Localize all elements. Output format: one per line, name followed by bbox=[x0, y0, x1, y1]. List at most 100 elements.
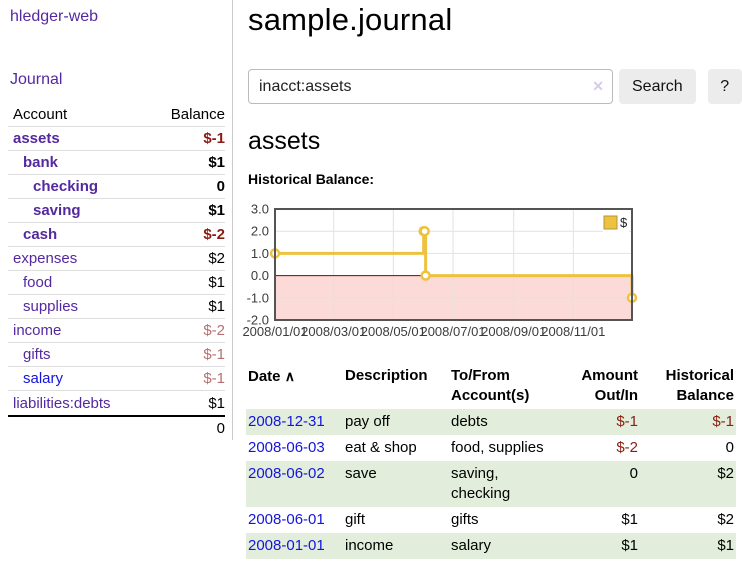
date-header-label: Date bbox=[248, 368, 281, 385]
transaction-accounts: saving, checking bbox=[451, 465, 511, 502]
transaction-amount: 0 bbox=[629, 465, 638, 482]
transaction-date-link[interactable]: 2008-01-01 bbox=[248, 537, 325, 554]
transaction-amount: $1 bbox=[621, 537, 638, 554]
account-row: food $1 bbox=[8, 271, 225, 295]
account-balance: $-2 bbox=[203, 322, 225, 339]
account-balance: $-1 bbox=[203, 370, 225, 387]
brand-link[interactable]: hledger-web bbox=[10, 8, 99, 25]
svg-text:2008/03/01: 2008/03/01 bbox=[301, 324, 366, 339]
svg-text:1.0: 1.0 bbox=[251, 246, 269, 261]
svg-text:-1.0: -1.0 bbox=[247, 290, 269, 305]
register-table: Date ∧ Description To/From Account(s) Am… bbox=[246, 364, 736, 559]
account-link[interactable]: salary bbox=[23, 370, 64, 387]
date-column-header[interactable]: Date ∧ bbox=[246, 364, 343, 409]
account-link[interactable]: food bbox=[23, 274, 53, 291]
balance-column-header: Balance bbox=[170, 106, 225, 123]
svg-text:2008/07/01: 2008/07/01 bbox=[420, 324, 485, 339]
sidebar-item-journal[interactable]: Journal bbox=[10, 71, 63, 88]
transaction-description: eat & shop bbox=[345, 439, 417, 456]
transaction-accounts: food, supplies bbox=[451, 439, 544, 456]
transaction-amount: $1 bbox=[621, 511, 638, 528]
account-link[interactable]: gifts bbox=[23, 346, 51, 363]
svg-text:2008/05/01: 2008/05/01 bbox=[361, 324, 426, 339]
transaction-description: pay off bbox=[345, 413, 390, 430]
search-form: ✕ Search ? bbox=[248, 69, 742, 104]
account-row: liabilities:debts $1 bbox=[8, 391, 225, 415]
account-row: cash $-2 bbox=[8, 223, 225, 247]
chart-title: Historical Balance: bbox=[248, 171, 375, 187]
table-row: 2008-06-01 gift gifts $1 $2 bbox=[246, 507, 736, 533]
transaction-balance: $2 bbox=[717, 465, 734, 482]
account-link[interactable]: expenses bbox=[13, 250, 78, 267]
accounts-total-row: 0 bbox=[8, 415, 225, 439]
table-row: 2008-01-01 income salary $1 $1 bbox=[246, 533, 736, 559]
account-link[interactable]: liabilities:debts bbox=[13, 394, 111, 412]
transaction-description: save bbox=[345, 465, 377, 482]
accounts-column-header: To/From Account(s) bbox=[451, 367, 530, 404]
account-row: saving $1 bbox=[8, 199, 225, 223]
transaction-date-link[interactable]: 2008-12-31 bbox=[248, 413, 325, 430]
account-link[interactable]: saving bbox=[33, 202, 81, 219]
table-row: 2008-06-02 save saving, checking 0 $2 bbox=[246, 461, 736, 507]
account-row: expenses $2 bbox=[8, 247, 225, 271]
account-balance: $1 bbox=[208, 154, 225, 171]
main-content: sample.journal ✕ Search ? assets Histori… bbox=[242, 0, 742, 582]
transaction-accounts: gifts bbox=[451, 511, 479, 528]
amount-column-header: Amount Out/In bbox=[581, 367, 638, 404]
search-input[interactable] bbox=[248, 69, 613, 104]
account-row: checking 0 bbox=[8, 175, 225, 199]
sort-ascending-icon: ∧ bbox=[284, 368, 295, 384]
transaction-date-link[interactable]: 2008-06-02 bbox=[248, 465, 325, 482]
balance-column-header-main: Historical Balance bbox=[665, 367, 734, 404]
account-link[interactable]: checking bbox=[33, 178, 99, 195]
clear-search-icon[interactable]: ✕ bbox=[592, 78, 604, 94]
transaction-balance: $2 bbox=[717, 511, 734, 528]
historical-balance-chart: $3.0 2.0 1.0 0.0 -1.0 -2.0 2008/01/01 2008/03/0… bbox=[240, 200, 660, 346]
accounts-table-header: Account Balance bbox=[8, 103, 225, 127]
transaction-accounts: debts bbox=[451, 413, 488, 430]
account-balance: $1 bbox=[208, 298, 225, 315]
account-balance: $-1 bbox=[203, 346, 225, 363]
svg-text:2.0: 2.0 bbox=[251, 224, 269, 239]
transaction-date-link[interactable]: 2008-06-01 bbox=[248, 511, 325, 528]
account-balance: $-2 bbox=[203, 226, 225, 243]
transaction-balance: $-1 bbox=[712, 413, 734, 430]
table-row: 2008-06-03 eat & shop food, supplies $-2 0 bbox=[246, 435, 736, 461]
account-row: gifts $-1 bbox=[8, 343, 225, 367]
transaction-description: income bbox=[345, 537, 394, 554]
svg-text:2008/01/01: 2008/01/01 bbox=[242, 324, 307, 339]
search-button[interactable]: Search bbox=[619, 69, 696, 104]
account-link[interactable]: bank bbox=[23, 154, 59, 171]
table-row: 2008-12-31 pay off debts $-1 $-1 bbox=[246, 409, 736, 435]
svg-text:3.0: 3.0 bbox=[251, 202, 269, 217]
sidebar: hledger-web Journal Account Balance asse… bbox=[0, 0, 233, 440]
svg-text:0.0: 0.0 bbox=[251, 268, 269, 283]
account-link[interactable]: supplies bbox=[23, 298, 79, 315]
page-title: sample.journal bbox=[248, 2, 453, 37]
svg-text:2008/11/01: 2008/11/01 bbox=[541, 324, 605, 339]
account-link[interactable]: assets bbox=[13, 130, 60, 147]
transaction-amount: $-1 bbox=[616, 413, 638, 430]
description-column-header: Description bbox=[345, 367, 428, 384]
account-balance: 0 bbox=[216, 178, 225, 195]
account-link[interactable]: income bbox=[13, 322, 62, 339]
transaction-description: gift bbox=[345, 511, 366, 528]
account-row: assets $-1 bbox=[8, 127, 225, 151]
account-link[interactable]: cash bbox=[23, 226, 58, 243]
account-column-header: Account bbox=[13, 106, 68, 123]
transaction-date-link[interactable]: 2008-06-03 bbox=[248, 439, 325, 456]
account-balance: $1 bbox=[208, 274, 225, 291]
register-header-row: Date ∧ Description To/From Account(s) Am… bbox=[246, 364, 736, 409]
account-row: bank $1 bbox=[8, 151, 225, 175]
transaction-balance: $1 bbox=[717, 537, 734, 554]
accounts-total-value: 0 bbox=[216, 420, 225, 437]
transaction-balance: 0 bbox=[725, 439, 734, 456]
svg-text:2008/09/01: 2008/09/01 bbox=[481, 324, 546, 339]
help-button[interactable]: ? bbox=[707, 69, 742, 104]
account-balance: $1 bbox=[208, 202, 225, 219]
accounts-table: Account Balance assets $-1 bank $1 checking 0… bbox=[8, 103, 225, 439]
account-balance: $2 bbox=[208, 250, 225, 267]
account-row: salary $-1 bbox=[8, 367, 225, 391]
account-balance: $-1 bbox=[203, 130, 225, 147]
account-row: supplies $1 bbox=[8, 295, 225, 319]
